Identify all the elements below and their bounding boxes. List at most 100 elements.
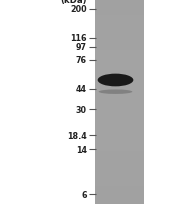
Bar: [95, 167, 144, 169]
Bar: [95, 112, 144, 114]
Bar: [95, 182, 144, 184]
Bar: [95, 186, 144, 188]
Bar: [95, 131, 144, 133]
Bar: [95, 51, 144, 53]
Bar: [95, 175, 144, 177]
Bar: [95, 24, 144, 27]
Bar: [95, 135, 144, 137]
Bar: [95, 153, 144, 155]
Text: 76: 76: [76, 56, 87, 65]
Bar: [95, 94, 144, 96]
Bar: [95, 33, 144, 35]
Bar: [95, 194, 144, 196]
Bar: [95, 96, 144, 98]
Bar: [95, 37, 144, 39]
Bar: [95, 61, 144, 63]
Ellipse shape: [99, 90, 132, 94]
Bar: [95, 126, 144, 129]
Bar: [95, 57, 144, 59]
Bar: [95, 165, 144, 167]
Bar: [95, 78, 144, 80]
Bar: [95, 155, 144, 157]
Bar: [95, 108, 144, 110]
Bar: [95, 141, 144, 143]
Bar: [95, 100, 144, 102]
Bar: [95, 124, 144, 126]
Bar: [95, 45, 144, 47]
Bar: [95, 59, 144, 61]
Bar: [95, 102, 144, 104]
Bar: [95, 49, 144, 51]
Bar: [95, 92, 144, 94]
Bar: [95, 188, 144, 190]
Bar: [95, 84, 144, 86]
Bar: [95, 14, 144, 16]
Bar: [95, 171, 144, 173]
Bar: [95, 73, 144, 75]
Bar: [95, 35, 144, 37]
Bar: [95, 22, 144, 24]
Bar: [95, 71, 144, 73]
Bar: [95, 29, 144, 31]
Bar: [95, 98, 144, 100]
Bar: [95, 90, 144, 92]
Bar: [95, 200, 144, 202]
Bar: [95, 163, 144, 165]
Bar: [95, 157, 144, 159]
Bar: [95, 16, 144, 18]
Bar: [95, 116, 144, 118]
Bar: [95, 139, 144, 141]
Bar: [95, 8, 144, 10]
Bar: [95, 110, 144, 112]
Text: 6: 6: [81, 190, 87, 199]
Bar: [95, 198, 144, 200]
Bar: [95, 75, 144, 78]
Bar: [95, 196, 144, 198]
Bar: [95, 202, 144, 204]
Bar: [95, 0, 144, 204]
Text: 14: 14: [76, 145, 87, 154]
Bar: [95, 133, 144, 135]
Bar: [95, 67, 144, 69]
Bar: [95, 169, 144, 171]
Bar: [95, 106, 144, 108]
Bar: [95, 63, 144, 65]
Bar: [95, 120, 144, 122]
Text: 18.4: 18.4: [67, 131, 87, 140]
Text: 97: 97: [76, 43, 87, 52]
Bar: [95, 184, 144, 186]
Bar: [95, 0, 144, 2]
Bar: [95, 69, 144, 71]
Bar: [95, 6, 144, 8]
Bar: [95, 129, 144, 131]
Bar: [95, 159, 144, 161]
Bar: [95, 4, 144, 6]
Bar: [95, 190, 144, 192]
Bar: [95, 177, 144, 180]
Bar: [95, 143, 144, 145]
Bar: [95, 55, 144, 57]
Bar: [95, 147, 144, 149]
Bar: [95, 149, 144, 151]
Bar: [95, 173, 144, 175]
Bar: [95, 180, 144, 182]
Text: (kDa): (kDa): [60, 0, 87, 5]
Bar: [95, 122, 144, 124]
Bar: [95, 27, 144, 29]
Bar: [95, 31, 144, 33]
Text: 200: 200: [70, 5, 87, 14]
Bar: [95, 39, 144, 41]
Bar: [95, 10, 144, 12]
Bar: [95, 137, 144, 139]
Bar: [95, 118, 144, 120]
Bar: [95, 43, 144, 45]
Text: 44: 44: [76, 85, 87, 94]
Bar: [95, 161, 144, 163]
Bar: [95, 151, 144, 153]
Bar: [95, 145, 144, 147]
Text: 116: 116: [70, 34, 87, 43]
Bar: [95, 47, 144, 49]
Bar: [95, 104, 144, 106]
Bar: [95, 88, 144, 90]
Text: 30: 30: [76, 105, 87, 114]
